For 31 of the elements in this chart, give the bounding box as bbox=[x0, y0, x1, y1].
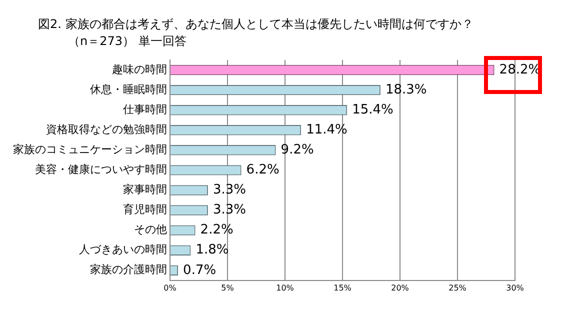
x-tick-label: 30% bbox=[506, 283, 524, 292]
y-tick-label: 休息・睡眠時間 bbox=[90, 82, 167, 96]
y-tick-label: 人づきあいの時間 bbox=[79, 243, 167, 256]
y-tick-label: 美容・健康についやす時間 bbox=[35, 163, 167, 176]
chart-title: 図2. 家族の都合は考えず、あなた個人として本当は優先したい時間は何ですか？ bbox=[38, 16, 474, 33]
y-tick-label: 家族のコミュニケーション時間 bbox=[13, 143, 167, 156]
data-label: 2.2% bbox=[200, 222, 234, 238]
y-tick-label: 趣味の時間 bbox=[112, 62, 167, 76]
x-tick-label: 10% bbox=[276, 283, 294, 292]
x-tick-label: 15% bbox=[334, 283, 352, 292]
y-tick-label: 育児時間 bbox=[123, 203, 167, 216]
data-label: 11.4% bbox=[306, 122, 348, 138]
data-label: 6.2% bbox=[246, 162, 280, 178]
data-label: 15.4% bbox=[352, 102, 394, 118]
x-tick-label: 20% bbox=[391, 283, 410, 292]
x-tick-label: 5% bbox=[221, 283, 234, 292]
y-tick-label: 仕事時間 bbox=[123, 102, 167, 116]
data-label: 3.3% bbox=[212, 202, 246, 218]
x-tick-label: 0% bbox=[164, 283, 177, 292]
data-label: 28.2% bbox=[499, 62, 541, 78]
y-tick-label: 家族の介護時間 bbox=[90, 263, 167, 276]
y-tick-label: 資格取得などの勉強時間 bbox=[46, 122, 167, 136]
data-label: 1.8% bbox=[196, 242, 229, 258]
data-label: 9.2% bbox=[280, 142, 314, 158]
chart-subtitle: （n＝273） 単一回答 bbox=[68, 33, 186, 50]
data-label: 0.7% bbox=[183, 262, 216, 278]
y-tick-label: その他 bbox=[134, 223, 167, 236]
data-label: 18.3% bbox=[385, 82, 427, 98]
data-label: 3.3% bbox=[212, 182, 246, 198]
y-tick-label: 家事時間 bbox=[123, 183, 167, 196]
x-tick-label: 25% bbox=[448, 283, 467, 292]
